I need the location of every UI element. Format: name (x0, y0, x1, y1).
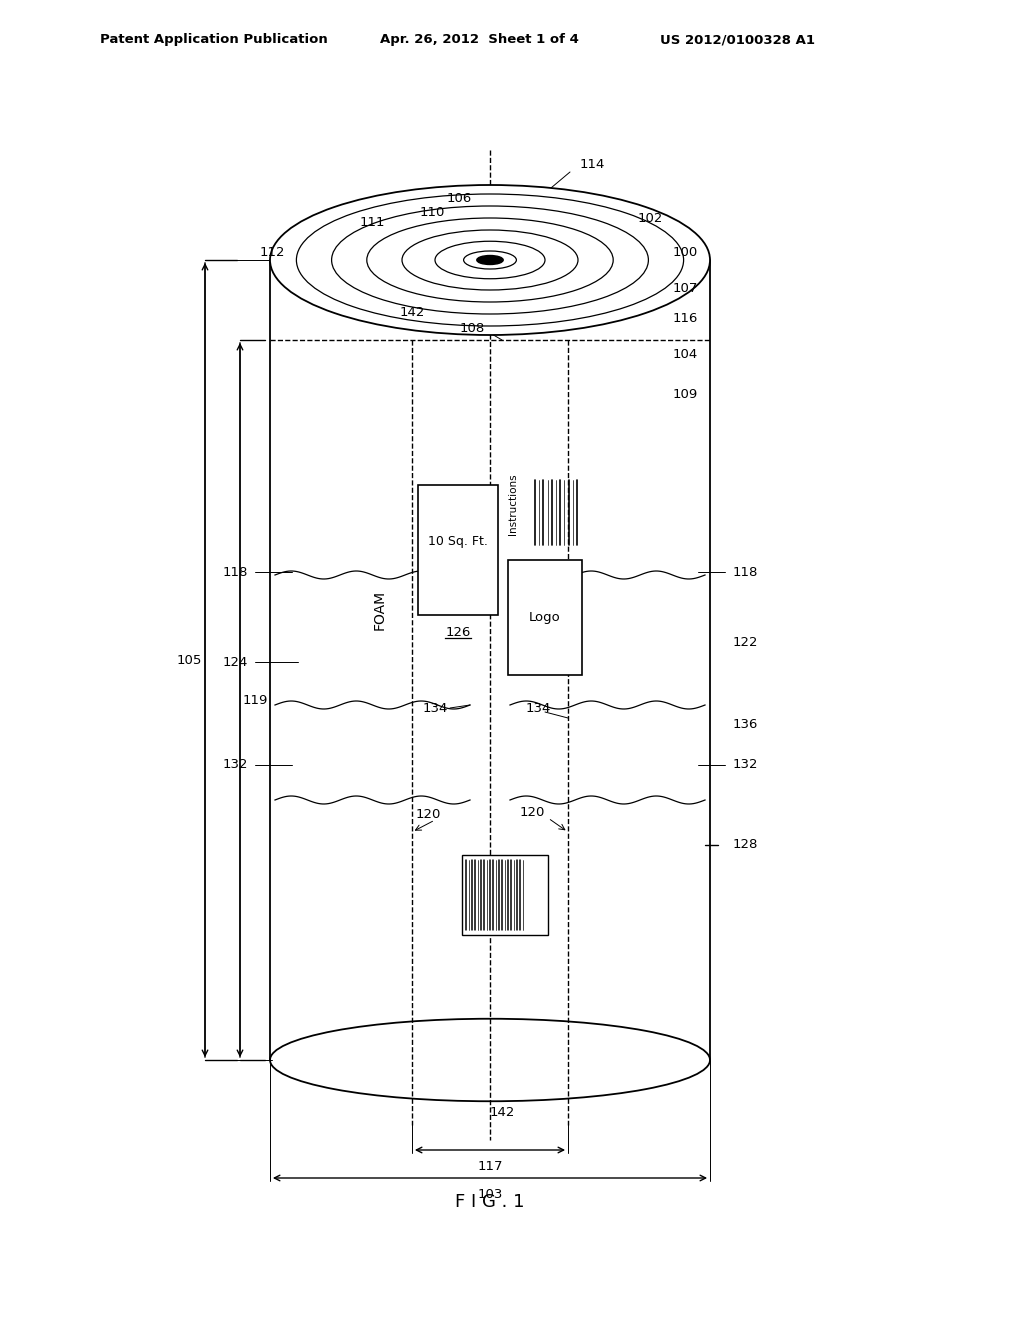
Text: Instructions: Instructions (508, 474, 518, 536)
Text: 105: 105 (176, 653, 202, 667)
FancyBboxPatch shape (418, 484, 498, 615)
Text: 132: 132 (732, 759, 758, 771)
Text: 112: 112 (259, 246, 285, 259)
Text: 128: 128 (732, 838, 758, 851)
FancyBboxPatch shape (508, 560, 582, 675)
Text: 124: 124 (222, 656, 248, 668)
Text: 109: 109 (673, 388, 697, 401)
Text: 117: 117 (477, 1159, 503, 1172)
Text: 114: 114 (580, 158, 605, 172)
Text: 119: 119 (243, 693, 267, 706)
Text: Logo: Logo (529, 611, 561, 624)
Text: 102: 102 (637, 211, 663, 224)
Text: 118: 118 (222, 565, 248, 578)
Ellipse shape (270, 185, 710, 335)
Text: 106: 106 (446, 191, 472, 205)
FancyBboxPatch shape (462, 855, 548, 935)
Text: US 2012/0100328 A1: US 2012/0100328 A1 (660, 33, 815, 46)
Text: 110: 110 (419, 206, 444, 219)
Text: 136: 136 (732, 718, 758, 731)
Text: 118: 118 (732, 565, 758, 578)
Text: 126: 126 (445, 627, 471, 639)
Text: 108: 108 (460, 322, 484, 334)
Text: 132: 132 (222, 759, 248, 771)
Text: 142: 142 (489, 1106, 515, 1118)
Text: FOAM: FOAM (373, 590, 387, 630)
Text: 10 Sq. Ft.: 10 Sq. Ft. (428, 536, 488, 549)
Text: 120: 120 (519, 805, 545, 818)
Text: 134: 134 (525, 701, 551, 714)
Text: 100: 100 (673, 246, 697, 259)
Text: 103: 103 (477, 1188, 503, 1200)
Text: 107: 107 (673, 281, 697, 294)
Text: 142: 142 (399, 305, 425, 318)
Text: Apr. 26, 2012  Sheet 1 of 4: Apr. 26, 2012 Sheet 1 of 4 (380, 33, 579, 46)
Text: 104: 104 (673, 348, 697, 362)
Text: 120: 120 (416, 808, 440, 821)
Text: Patent Application Publication: Patent Application Publication (100, 33, 328, 46)
Text: 116: 116 (673, 312, 697, 325)
Text: 134: 134 (422, 701, 447, 714)
Text: F I G . 1: F I G . 1 (456, 1193, 524, 1210)
Text: 111: 111 (359, 215, 385, 228)
Text: 122: 122 (732, 635, 758, 648)
Ellipse shape (477, 256, 503, 264)
